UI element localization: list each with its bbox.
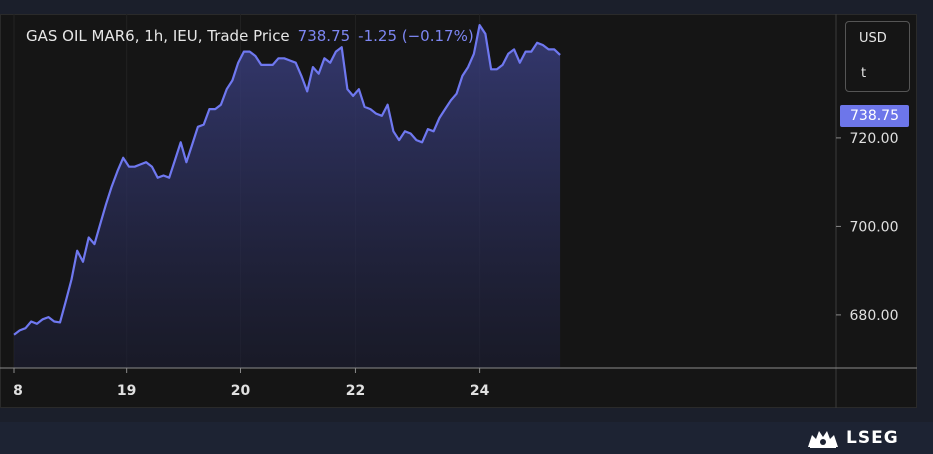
price-area: [14, 25, 561, 368]
axis-layer: 8 19 20 22 24 680.00 700.00 720.00: [0, 14, 917, 408]
x-tick-label: 24: [470, 383, 490, 399]
y-tick-label: 680.00: [850, 308, 899, 324]
x-tick-label: 22: [346, 383, 365, 399]
line-layer: [13, 24, 561, 336]
header-change: -1.25 (−0.17%): [358, 27, 474, 45]
x-tick-label: 20: [231, 383, 251, 399]
last-price-tag: 738.75: [840, 105, 909, 127]
x-tick-label: 19: [117, 383, 136, 399]
lseg-crest-icon: [808, 431, 838, 448]
unit-label: t: [861, 66, 867, 81]
area-layer: [14, 25, 561, 368]
x-tick-label: 8: [13, 383, 23, 399]
lseg-logo: LSEG: [806, 426, 899, 450]
logo-text: LSEG: [846, 428, 899, 448]
y-tick-label: 700.00: [850, 219, 899, 235]
y-tick-label: 720.00: [850, 131, 899, 147]
footer-bar: [0, 422, 933, 454]
instrument-title: GAS OIL MAR6, 1h, IEU, Trade Price: [26, 27, 290, 45]
header-last-price: 738.75: [297, 27, 351, 45]
price-line: [13, 24, 561, 336]
currency-label: USD: [859, 31, 887, 46]
unit-selector-button[interactable]: USD t: [845, 21, 910, 92]
chart-header: GAS OIL MAR6, 1h, IEU, Trade Price 738.75…: [26, 27, 474, 45]
